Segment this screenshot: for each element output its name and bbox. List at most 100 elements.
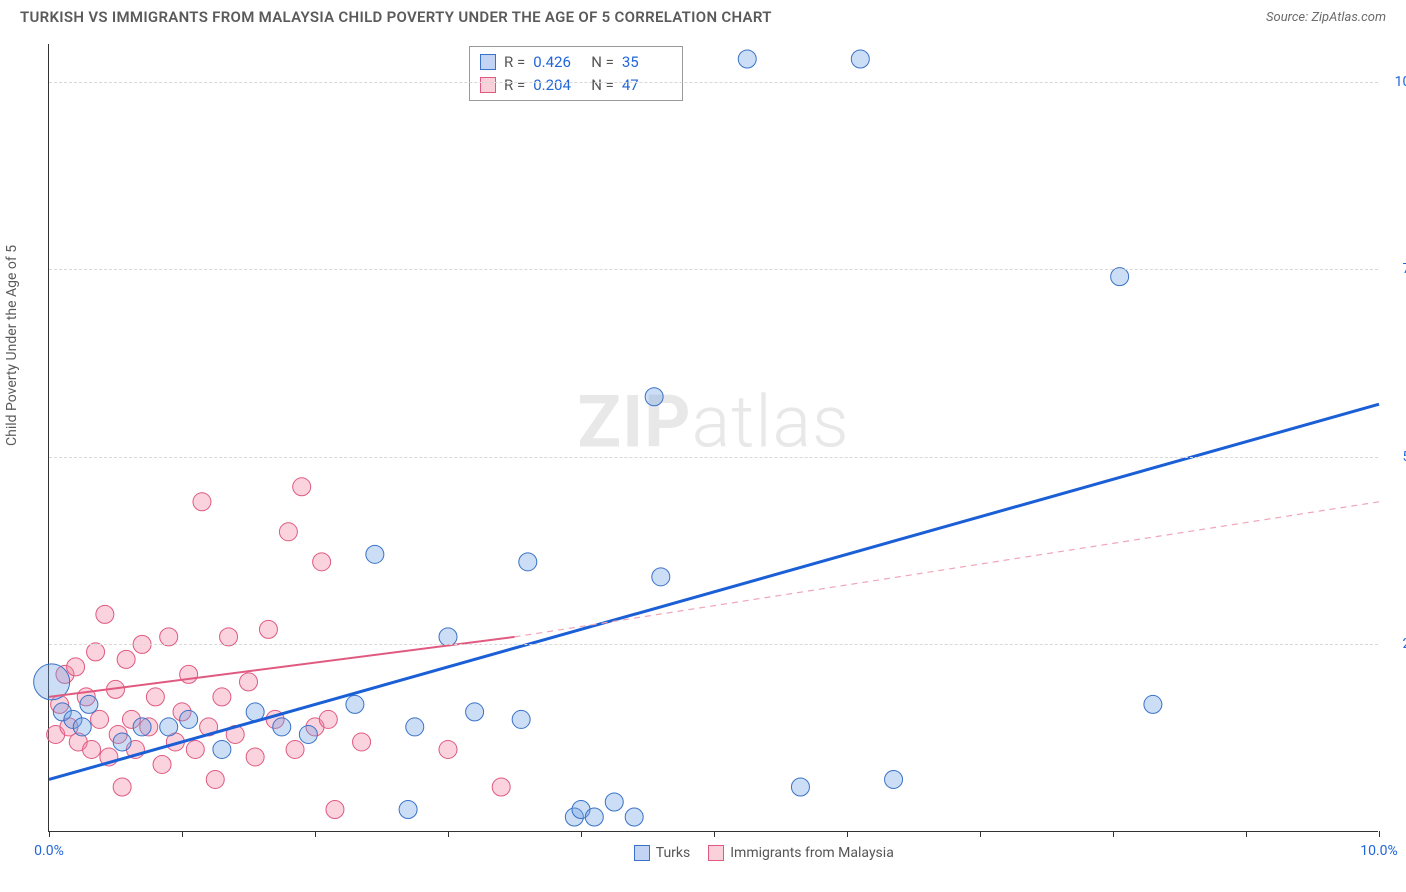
data-point	[319, 710, 337, 728]
data-point	[519, 553, 537, 571]
source-prefix: Source:	[1266, 10, 1311, 25]
data-point	[80, 695, 98, 713]
n-label: N =	[591, 74, 614, 97]
data-point	[73, 718, 91, 736]
data-point	[279, 523, 297, 541]
y-tick-label: 100.0%	[1384, 74, 1406, 90]
gridline	[49, 457, 1378, 458]
data-point	[439, 628, 457, 646]
data-point	[213, 740, 231, 758]
stats-legend-box: R = 0.426 N = 35 R = 0.204 N = 47	[469, 46, 683, 101]
gridline	[49, 269, 1378, 270]
data-point	[313, 553, 331, 571]
legend-label-turks: Turks	[656, 845, 691, 861]
data-point	[160, 718, 178, 736]
r-value-turks: 0.426	[533, 51, 583, 74]
n-label: N =	[591, 51, 614, 74]
y-tick-label: 50.0%	[1384, 449, 1406, 465]
data-point	[146, 688, 164, 706]
swatch-turks-icon	[634, 845, 650, 861]
data-point	[605, 793, 623, 811]
n-value-turks: 35	[622, 51, 672, 74]
gridline	[49, 644, 1378, 645]
y-tick-label: 75.0%	[1384, 261, 1406, 277]
data-point	[738, 50, 756, 68]
swatch-turks-icon	[480, 54, 496, 70]
y-tick-label: 25.0%	[1384, 636, 1406, 652]
data-point	[83, 740, 101, 758]
x-tick	[182, 831, 183, 837]
data-point	[180, 710, 198, 728]
data-point	[213, 688, 231, 706]
data-point	[645, 388, 663, 406]
gridline	[49, 82, 1378, 83]
data-point	[652, 568, 670, 586]
data-point	[67, 658, 85, 676]
r-label: R =	[504, 51, 525, 74]
data-point	[113, 778, 131, 796]
chart-title: TURKISH VS IMMIGRANTS FROM MALAYSIA CHIL…	[20, 8, 772, 26]
legend-label-malaysia: Immigrants from Malaysia	[730, 845, 894, 861]
data-point	[246, 748, 264, 766]
x-tick	[1246, 831, 1247, 837]
data-point	[133, 718, 151, 736]
scatter-svg	[49, 44, 1378, 831]
data-point	[117, 650, 135, 668]
data-point	[585, 808, 603, 826]
data-point	[273, 718, 291, 736]
x-tick	[847, 831, 848, 837]
data-point	[220, 628, 238, 646]
data-point	[299, 725, 317, 743]
data-point	[153, 755, 171, 773]
data-point	[492, 778, 510, 796]
data-point	[286, 740, 304, 758]
swatch-malaysia-icon	[480, 77, 496, 93]
x-tick-label: 10.0%	[1360, 843, 1398, 859]
trend-line	[49, 404, 1379, 779]
x-tick	[1379, 831, 1380, 837]
data-point	[206, 770, 224, 788]
x-tick	[714, 831, 715, 837]
x-tick	[1113, 831, 1114, 837]
swatch-malaysia-icon	[708, 845, 724, 861]
data-point	[91, 710, 109, 728]
source-attribution: Source: ZipAtlas.com	[1266, 10, 1386, 25]
legend-item-turks: Turks	[634, 845, 691, 861]
data-point	[160, 628, 178, 646]
stats-row-malaysia: R = 0.204 N = 47	[480, 74, 672, 97]
y-axis-label: Child Poverty Under the Age of 5	[4, 245, 20, 446]
r-value-malaysia: 0.204	[533, 74, 583, 97]
data-point	[240, 673, 258, 691]
data-point	[439, 740, 457, 758]
data-point	[346, 695, 364, 713]
data-point	[293, 478, 311, 496]
data-point	[851, 50, 869, 68]
data-point	[113, 733, 131, 751]
x-tick	[315, 831, 316, 837]
series-legend: Turks Immigrants from Malaysia	[634, 845, 894, 861]
data-point	[186, 740, 204, 758]
n-value-malaysia: 47	[622, 74, 672, 97]
data-point	[406, 718, 424, 736]
r-label: R =	[504, 74, 525, 97]
chart-plot-area: ZIPatlas R = 0.426 N = 35 R = 0.204 N = …	[48, 44, 1378, 832]
data-point	[1111, 268, 1129, 286]
source-name: ZipAtlas.com	[1311, 10, 1386, 25]
data-point	[366, 545, 384, 563]
data-point	[512, 710, 530, 728]
x-tick	[581, 831, 582, 837]
x-tick	[980, 831, 981, 837]
x-tick-label: 0.0%	[34, 843, 64, 859]
data-point	[326, 800, 344, 818]
data-point	[885, 770, 903, 788]
data-point	[1144, 695, 1162, 713]
data-point	[87, 643, 105, 661]
data-point	[96, 605, 114, 623]
data-point	[259, 620, 277, 638]
data-point	[353, 733, 371, 751]
data-point	[791, 778, 809, 796]
data-point	[193, 493, 211, 511]
legend-item-malaysia: Immigrants from Malaysia	[708, 845, 894, 861]
x-tick	[49, 831, 50, 837]
data-point	[399, 800, 417, 818]
